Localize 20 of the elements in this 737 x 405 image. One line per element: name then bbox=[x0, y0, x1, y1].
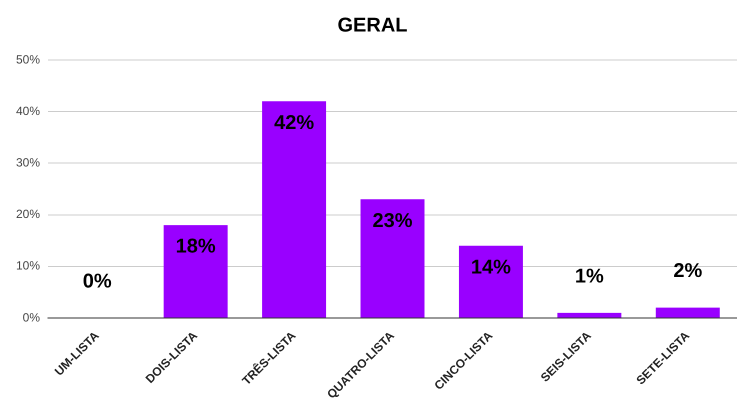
y-tick-label: 0% bbox=[22, 310, 40, 324]
data-label: 18% bbox=[176, 236, 216, 258]
data-label: 2% bbox=[673, 260, 702, 282]
bar bbox=[557, 312, 622, 318]
data-label: 23% bbox=[372, 210, 413, 232]
data-label: 14% bbox=[470, 256, 512, 278]
bar bbox=[262, 101, 326, 318]
bar bbox=[164, 225, 228, 318]
data-label: 42% bbox=[274, 112, 314, 134]
bar bbox=[656, 308, 720, 318]
y-tick-label: 50% bbox=[16, 52, 40, 66]
y-tick-label: 30% bbox=[16, 156, 40, 170]
y-tick-label: 20% bbox=[16, 207, 40, 222]
y-tick-label: 40% bbox=[16, 104, 40, 118]
data-label: 0% bbox=[82, 270, 112, 292]
bar bbox=[458, 246, 523, 318]
chart-title: GERAL bbox=[338, 14, 408, 37]
bar bbox=[360, 199, 424, 318]
y-tick-label: 10% bbox=[16, 258, 40, 273]
data-label: 1% bbox=[574, 265, 604, 288]
